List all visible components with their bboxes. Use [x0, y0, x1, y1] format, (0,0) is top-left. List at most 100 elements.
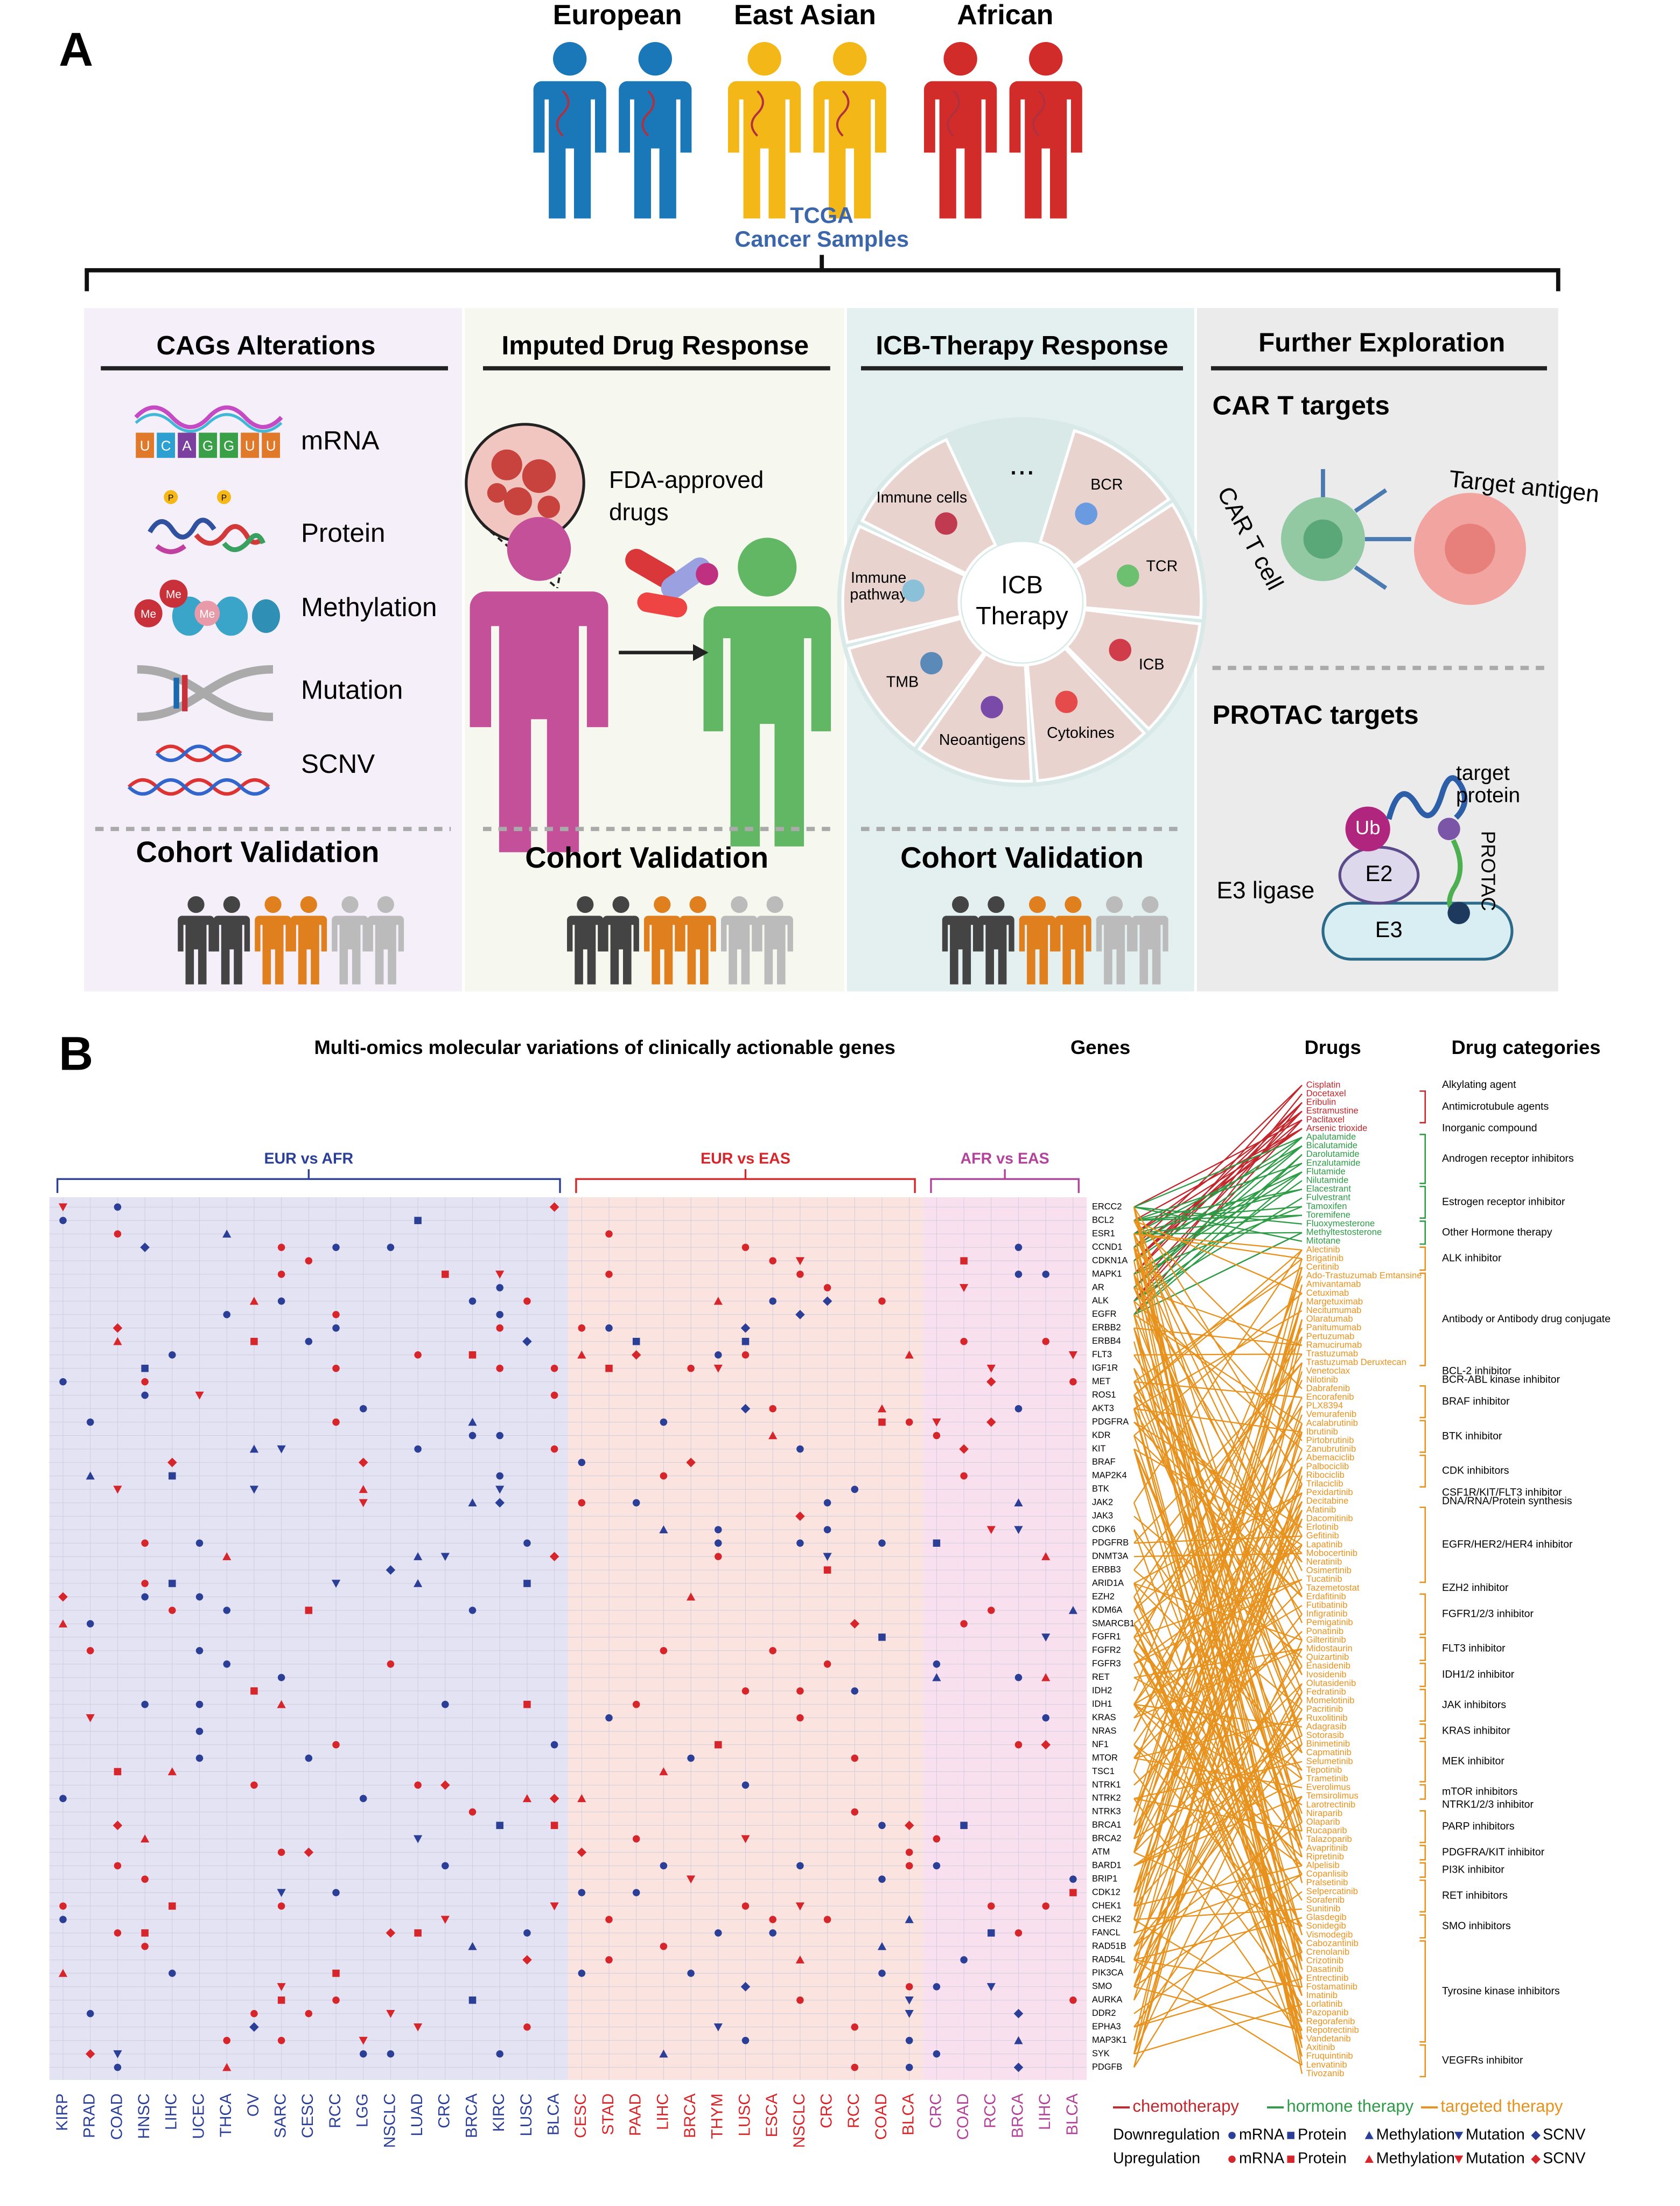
symbol-mrna: [687, 1364, 695, 1372]
symbol-mrna: [1228, 2132, 1236, 2139]
gene-label: AURKA: [1092, 1995, 1122, 2005]
alteration: SCNV: [301, 749, 375, 779]
link: [1133, 1145, 1303, 1261]
symbol-mutation: [932, 1418, 941, 1427]
drug-label: Sonidegib: [1306, 1921, 1346, 1931]
drug-label: Erdafitinib: [1306, 1591, 1346, 1601]
symbol-methylation: [877, 1942, 887, 1950]
column-label: CESC: [299, 2093, 317, 2138]
symbol-scnv: [1013, 2008, 1024, 2019]
drug-label: Encorafenib: [1306, 1392, 1354, 1402]
link: [1133, 1408, 1303, 1701]
drug-label: Fostamatinib: [1306, 1981, 1357, 1992]
link: [1133, 1119, 1303, 1208]
column-label: PRAD: [81, 2093, 99, 2138]
symbol-mrna: [1069, 1996, 1077, 2004]
category-bracket: [1419, 1810, 1426, 1844]
link: [1133, 1128, 1303, 1235]
drug-label: Lapatinib: [1306, 1539, 1342, 1549]
wheel-segment: [860, 437, 998, 576]
link: [1133, 1093, 1303, 1302]
segment-label: BCR: [1090, 476, 1123, 493]
column-label: CRC: [927, 2093, 944, 2128]
symbol-mutation: [277, 1889, 286, 1897]
shape: [127, 778, 270, 796]
symbol-mrna: [660, 1647, 668, 1654]
symbol-mutation: [905, 2010, 914, 2018]
symbol-mrna: [277, 1270, 285, 1278]
symbol-scnv: [904, 1820, 914, 1831]
gene-label: TSC1: [1092, 1767, 1115, 1776]
symbol-mrna: [114, 2063, 122, 2071]
symbol-mrna: [960, 1620, 968, 1628]
drug-label: Fluoxymesterone: [1306, 1218, 1375, 1228]
symbol-methylation: [86, 1471, 95, 1480]
symbol-mutation: [359, 2036, 368, 2045]
methyl-label: Me: [199, 608, 215, 620]
drug-label: Temsirolimus: [1306, 1791, 1359, 1801]
symbol-mrna: [605, 1270, 613, 1278]
drug-label: Infigratinib: [1306, 1609, 1348, 1619]
column-label: LUSC: [736, 2093, 753, 2137]
link: [1133, 1408, 1303, 2057]
symbol-mutation: [550, 1902, 559, 1911]
category-bracket: [1419, 1185, 1426, 1219]
symbol-mrna: [496, 1284, 503, 1292]
symbol-mrna: [195, 1593, 204, 1601]
symbol-methylation: [1364, 2131, 1374, 2139]
legend-type: Protein: [1298, 2150, 1347, 2167]
symbol-mrna: [359, 1405, 367, 1413]
drug-label: Imatinib: [1306, 1990, 1338, 2000]
link: [1133, 1865, 1303, 1907]
drug-label: PLX8394: [1306, 1400, 1343, 1411]
link: [1133, 1301, 1303, 1450]
drug-label: Pazopanib: [1306, 2007, 1349, 2017]
symbol-mrna: [523, 1539, 531, 1547]
drug-label: Sorafenib: [1306, 1895, 1345, 1905]
shape: [194, 601, 220, 626]
symbol-protein: [960, 1257, 968, 1265]
symbol-mrna: [905, 1848, 913, 1856]
wheel-center: ICB: [1001, 571, 1043, 599]
symbol-scnv: [113, 1820, 123, 1831]
link: [1133, 1128, 1303, 1221]
category-bracket: [1419, 1862, 1426, 1878]
drug-label: Tepotinib: [1306, 1764, 1342, 1775]
group-bracket: [930, 1169, 1080, 1193]
drug-label: Paclitaxel: [1306, 1114, 1345, 1125]
symbol-methylation: [877, 1404, 887, 1413]
link: [1133, 1579, 1303, 1665]
symbol-mrna: [878, 1970, 886, 1977]
symbol-mrna: [960, 1956, 968, 1964]
link: [1133, 1171, 1303, 1275]
category-bracket: [1419, 1134, 1426, 1184]
symbol-protein: [550, 1821, 558, 1830]
link: [1133, 1162, 1303, 1275]
subtitle: CAR T targets: [1213, 391, 1390, 421]
drug-label: Selpercatinib: [1306, 1886, 1358, 1896]
symbol-mrna: [305, 1338, 313, 1345]
shape: [537, 495, 561, 518]
symbol-mrna: [59, 1378, 67, 1386]
category-label: BCR-ABL kinase inhibitor: [1442, 1374, 1560, 1386]
gene-label: NTRK3: [1092, 1807, 1121, 1817]
link: [1133, 1874, 1303, 1987]
gene-label: JAK2: [1092, 1498, 1113, 1507]
link: [1133, 1247, 1303, 2048]
drug-label: Ceritinib: [1306, 1262, 1339, 1272]
category-bracket: [1419, 1688, 1426, 1722]
phospho: [217, 490, 232, 504]
link: [1133, 1249, 1303, 1396]
segment-label: TMB: [886, 673, 919, 690]
drug-label: Selumetinib: [1306, 1756, 1353, 1766]
symbol-mrna: [496, 1472, 503, 1480]
drug-label: Darolutamide: [1306, 1149, 1360, 1159]
symbol-scnv: [959, 1444, 969, 1454]
link: [1133, 1220, 1303, 1572]
gene-label: ALK: [1092, 1296, 1109, 1306]
shape: [696, 563, 718, 585]
symbol-mutation: [986, 1364, 996, 1373]
shape: [127, 778, 270, 796]
gene-label: IGF1R: [1092, 1363, 1118, 1373]
